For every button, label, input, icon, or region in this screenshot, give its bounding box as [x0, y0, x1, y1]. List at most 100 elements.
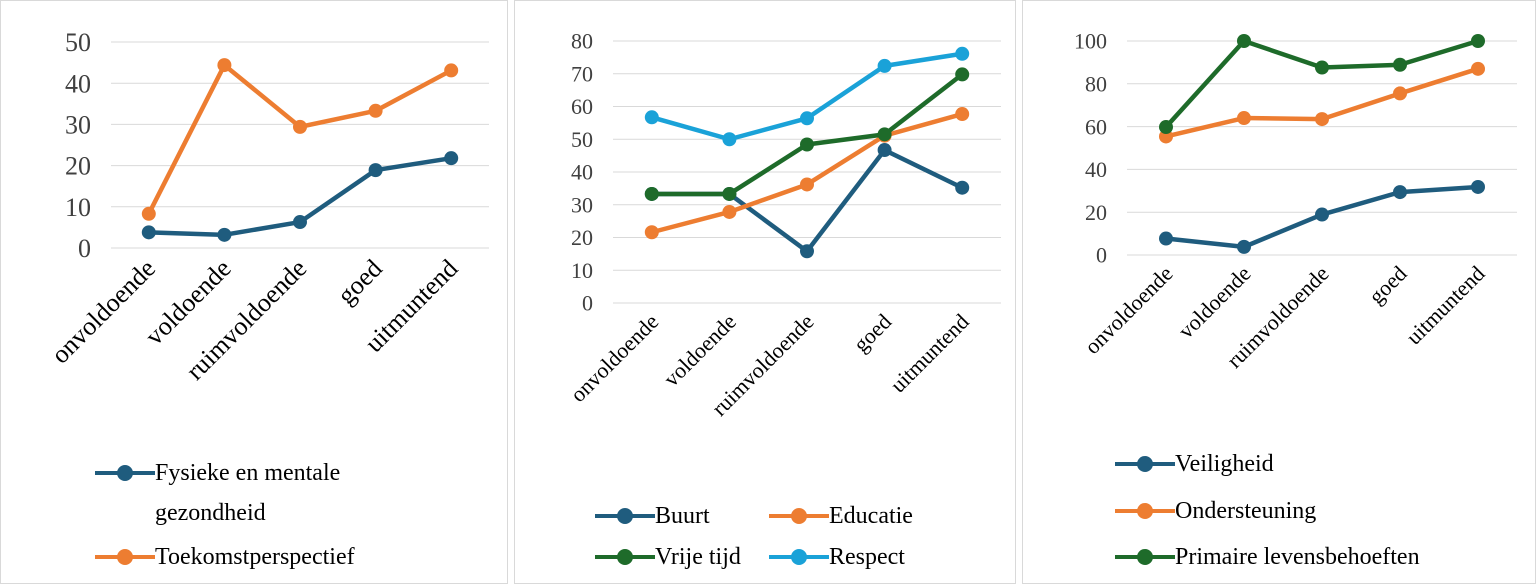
y-tick-label: 100 — [1074, 29, 1107, 54]
data-point-1-1 — [722, 204, 737, 219]
y-tick-label: 40 — [571, 160, 593, 185]
data-point-0-0 — [1159, 231, 1173, 246]
y-tick-label: 20 — [1085, 200, 1107, 225]
legend-marker-icon — [95, 453, 155, 493]
y-tick-label: 60 — [1085, 114, 1107, 139]
data-point-2-0 — [644, 186, 659, 201]
data-point-1-4 — [955, 107, 970, 122]
data-point-1-4 — [444, 63, 459, 78]
series-line-0 — [651, 147, 964, 254]
data-point-0-3 — [877, 143, 892, 158]
y-tick-label: 10 — [571, 258, 593, 283]
data-point-2-3 — [877, 127, 892, 142]
x-tick-label: onvoldoende — [1079, 261, 1177, 359]
legend-marker-icon — [1115, 537, 1175, 577]
data-point-2-1 — [722, 186, 737, 201]
legend-label: Ondersteuning — [1175, 498, 1317, 524]
legend-label: Primaire levensbehoeften — [1175, 544, 1420, 570]
series-line-1 — [146, 62, 453, 215]
data-point-0-1 — [217, 227, 232, 242]
data-point-1-3 — [368, 103, 383, 118]
data-point-0-2 — [800, 244, 814, 259]
y-tick-label: 70 — [571, 61, 593, 86]
data-point-2-4 — [1471, 34, 1485, 48]
data-point-2-2 — [800, 137, 814, 152]
legend-label: Vrije tijd — [655, 544, 741, 570]
y-tick-label: 30 — [571, 192, 593, 217]
data-point-3-3 — [877, 58, 892, 73]
chart-1-plot: 01020304050onvoldoendevoldoenderuimvoldo… — [46, 28, 489, 386]
chart-2-plot: 01020304050607080onvoldoendevoldoenderui… — [565, 29, 1001, 421]
x-tick-label: onvoldoende — [565, 309, 663, 407]
legend-marker-icon — [95, 537, 155, 577]
y-tick-label: 80 — [1085, 72, 1107, 97]
data-point-0-2 — [293, 215, 307, 230]
y-tick-label: 20 — [65, 152, 91, 181]
legend-label: Fysieke en mentale gezondheid — [155, 460, 341, 526]
x-tick-label: goed — [848, 309, 896, 357]
legend-item-1-0: Fysieke en mentale gezondheid — [95, 453, 425, 533]
x-tick-label: uitmuntend — [1401, 261, 1490, 350]
legend-item-3-1: Ondersteuning — [1115, 491, 1316, 531]
y-tick-label: 10 — [65, 193, 91, 222]
legend-item-2-3: Respect — [769, 537, 905, 577]
legend-item-2-2: Vrije tijd — [595, 537, 741, 577]
data-point-0-4 — [444, 151, 459, 166]
data-point-2-3 — [1393, 57, 1407, 72]
y-tick-label: 80 — [571, 29, 593, 54]
data-point-0-2 — [1315, 207, 1329, 222]
x-tick-label: goed — [1364, 261, 1412, 309]
y-tick-label: 50 — [571, 127, 593, 152]
legend-marker-icon — [595, 496, 655, 536]
data-point-3-2 — [800, 111, 814, 126]
chart-panel-2: 0 10 20 30 40 50 60 70 80 onvoldoende voldoende rui… — [514, 0, 1016, 584]
legend-marker-icon — [769, 496, 829, 536]
legend-item-3-0: Veiligheid — [1115, 444, 1274, 484]
chart-panel-1: 0 10 20 30 40 50 onvoldoende voldoende ruimvoldo… — [0, 0, 508, 584]
data-point-1-0 — [141, 206, 156, 221]
y-tick-label: 50 — [65, 28, 91, 57]
y-tick-label: 0 — [78, 234, 91, 263]
data-point-1-0 — [644, 225, 659, 240]
legend-item-2-1: Educatie — [769, 496, 913, 536]
x-tick-label: voldoende — [1173, 261, 1255, 343]
y-tick-label: 40 — [65, 69, 91, 98]
legend-item-1-1: Toekomstperspectief — [95, 537, 425, 577]
data-point-2-0 — [1159, 120, 1173, 135]
data-point-1-2 — [800, 177, 814, 192]
legend-item-3-2: Primaire levensbehoeften — [1115, 537, 1420, 577]
x-tick-label: goed — [332, 254, 388, 310]
x-tick-label: onvoldoende — [46, 254, 161, 369]
legend-label: Buurt — [655, 503, 710, 529]
legend-marker-icon — [769, 537, 829, 577]
series-line-2 — [651, 72, 964, 197]
data-point-0-4 — [1471, 179, 1485, 194]
data-point-0-3 — [368, 163, 383, 178]
data-point-1-4 — [1471, 61, 1485, 76]
y-tick-label: 0 — [582, 291, 593, 316]
legend-label: Educatie — [829, 503, 913, 529]
data-point-3-0 — [644, 110, 659, 125]
legend-marker-icon — [595, 537, 655, 577]
legend-label: Respect — [829, 544, 905, 570]
data-point-3-1 — [722, 132, 737, 147]
y-tick-label: 30 — [65, 111, 91, 140]
data-point-2-4 — [955, 67, 970, 82]
chart-3-plot: 020406080100onvoldoendevoldoenderuimvold… — [1074, 29, 1517, 373]
data-point-1-3 — [1393, 86, 1407, 101]
data-point-3-4 — [955, 46, 970, 61]
chart-panel-3: 0 20 40 60 80 100 onvoldoende voldoende ruimvold… — [1022, 0, 1536, 584]
data-point-0-0 — [141, 225, 156, 240]
data-point-1-2 — [1315, 112, 1329, 127]
legend-item-2-0: Buurt — [595, 496, 710, 536]
legend-label: Veiligheid — [1175, 451, 1274, 477]
data-point-1-1 — [217, 58, 232, 73]
data-point-0-1 — [1237, 239, 1251, 254]
data-point-0-3 — [1393, 185, 1407, 200]
x-tick-label: uitmuntend — [885, 309, 974, 398]
data-point-0-4 — [955, 180, 970, 195]
y-tick-label: 40 — [1085, 157, 1107, 182]
legend-marker-icon — [1115, 491, 1175, 531]
legend-marker-icon — [1115, 444, 1175, 484]
legend-label: Toekomstperspectief — [155, 544, 355, 570]
